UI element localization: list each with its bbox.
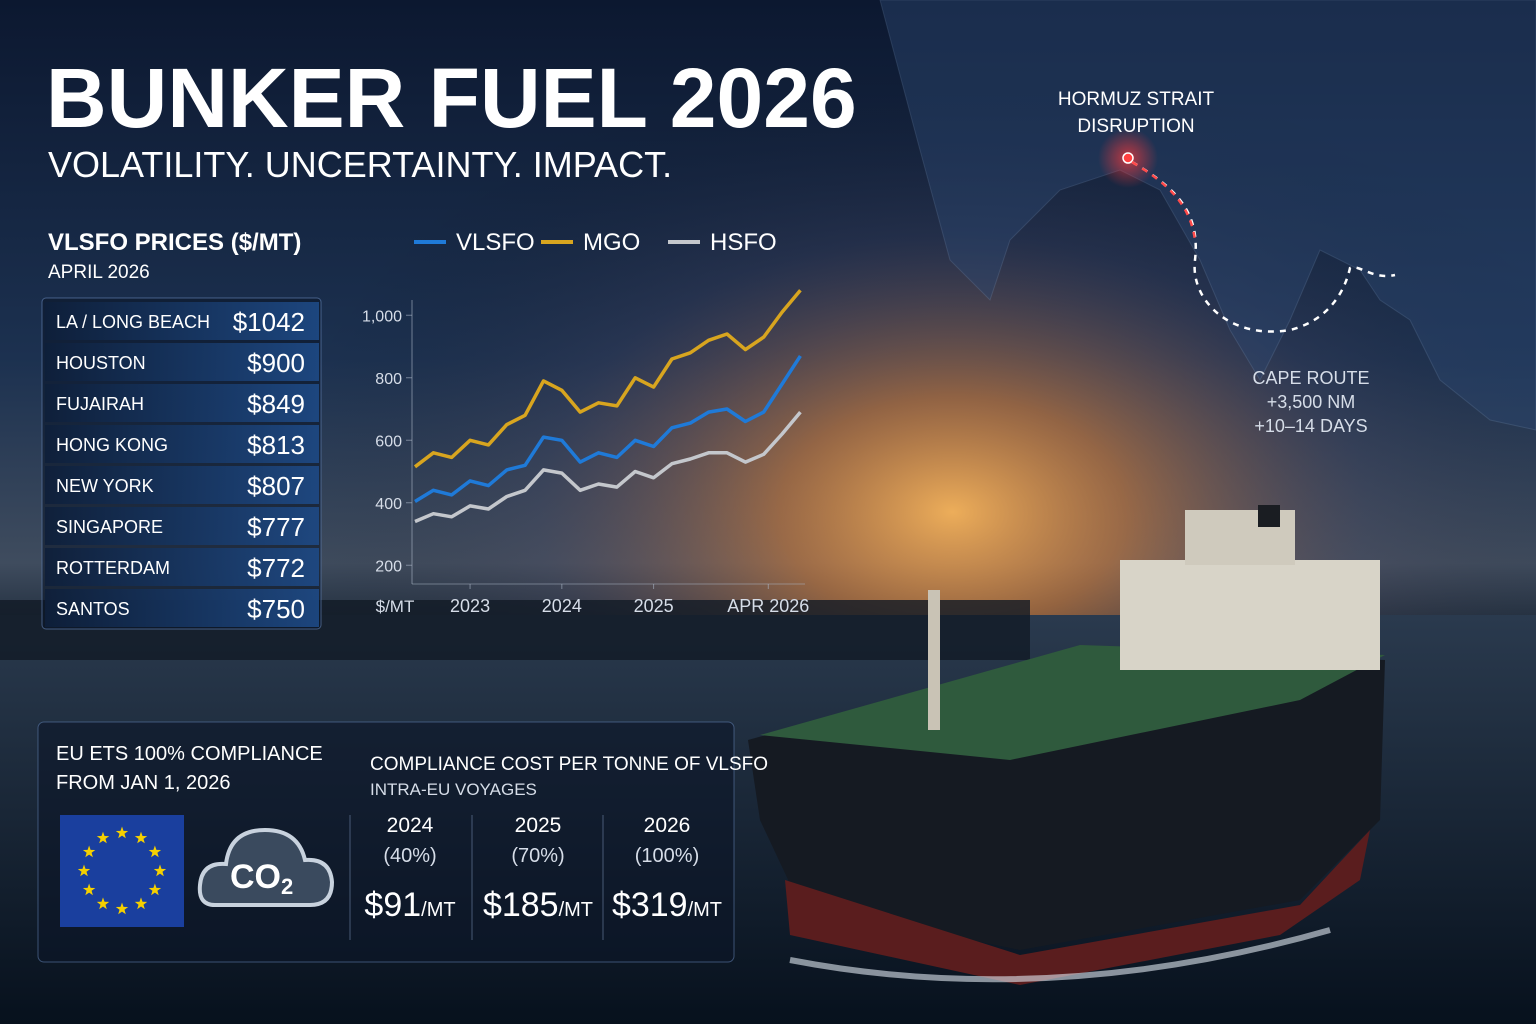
title: BUNKER FUEL 2026 xyxy=(46,51,857,145)
co2-icon: CO2 xyxy=(230,858,293,899)
cost-value: $319/MT xyxy=(612,886,722,924)
eu-star xyxy=(134,831,148,844)
port-name: ROTTERDAM xyxy=(56,558,170,578)
port-price: $1042 xyxy=(233,307,305,337)
cost-subtitle: INTRA-EU VOYAGES xyxy=(370,780,537,799)
eu-star xyxy=(115,902,129,915)
eu-star xyxy=(96,831,110,844)
cost-unit: /MT xyxy=(559,899,593,921)
price-row xyxy=(45,466,319,504)
y-tick-label: 400 xyxy=(375,496,402,513)
price-rows: LA / LONG BEACH $1042 HOUSTON $900 FUJAIRAH $… xyxy=(45,302,319,627)
price-row xyxy=(45,425,319,463)
cost-amount: $185 xyxy=(483,886,559,924)
cost-columns: 2024 (40%) $91/MT 2025 (70%) $185/MT 2026 (100%… xyxy=(349,814,722,940)
ets-title: EU ETS 100% COMPLIANCE xyxy=(56,743,323,765)
eu-star xyxy=(148,845,162,858)
eu-star xyxy=(115,826,129,839)
port-price: $807 xyxy=(247,471,305,501)
y-tick-label: 1,000 xyxy=(362,308,402,325)
cost-amount: $319 xyxy=(612,886,688,924)
cost-value: $91/MT xyxy=(364,886,455,924)
legend-label: MGO xyxy=(583,229,640,256)
price-row xyxy=(45,589,319,627)
cost-share: (100%) xyxy=(635,845,699,867)
port-price: $777 xyxy=(247,512,305,542)
price-row xyxy=(45,343,319,381)
eu-star xyxy=(134,897,148,910)
hormuz-label: DISRUPTION xyxy=(1077,116,1194,137)
cost-share: (40%) xyxy=(383,845,436,867)
cost-year: 2025 xyxy=(515,814,562,837)
port-name: FUJAIRAH xyxy=(56,394,144,414)
co2-cloud xyxy=(197,827,335,907)
price-row xyxy=(45,384,319,422)
axis-label: $/MT xyxy=(376,597,415,616)
port-name: SANTOS xyxy=(56,599,130,619)
x-tick-label: 2024 xyxy=(542,596,582,616)
co2-text: CO xyxy=(230,858,281,896)
port-price: $772 xyxy=(247,553,305,583)
port-name: HONG KONG xyxy=(56,435,168,455)
eu-star xyxy=(153,864,167,877)
cost-year: 2026 xyxy=(644,814,691,837)
eu-stars xyxy=(77,826,167,915)
eu-star xyxy=(96,897,110,910)
tanker xyxy=(748,505,1385,985)
map-land xyxy=(879,0,1536,431)
cape-route xyxy=(1131,160,1396,333)
port-name: NEW YORK xyxy=(56,476,154,496)
hormuz-marker xyxy=(1122,152,1134,164)
hormuz-label: HORMUZ STRAIT xyxy=(1058,89,1215,110)
cape-label: +3,500 NM xyxy=(1267,392,1356,412)
cost-unit: /MT xyxy=(421,899,455,921)
port-price: $813 xyxy=(247,430,305,460)
x-tick-label: 2025 xyxy=(634,596,674,616)
cape-label: CAPE ROUTE xyxy=(1252,368,1369,388)
price-chart: 200 400 600 800 1,000 2023 2024 2025 APR 2026 $/M… xyxy=(362,229,809,616)
price-row xyxy=(45,302,319,340)
y-tick-label: 800 xyxy=(375,371,402,388)
cost-share: (70%) xyxy=(511,845,564,867)
co2-sub: 2 xyxy=(281,874,293,899)
prices-title: VLSFO PRICES ($/MT) xyxy=(48,229,301,256)
cost-year: 2024 xyxy=(387,814,434,837)
price-row xyxy=(45,548,319,586)
price-row xyxy=(45,507,319,545)
eu-star xyxy=(82,845,96,858)
legend-label: HSFO xyxy=(710,229,777,256)
series-line xyxy=(414,410,802,524)
series-line xyxy=(413,289,802,469)
port-name: HOUSTON xyxy=(56,353,146,373)
prices-date: APRIL 2026 xyxy=(48,262,150,283)
eu-star xyxy=(82,883,96,896)
port-price: $849 xyxy=(247,389,305,419)
ets-title: FROM JAN 1, 2026 xyxy=(56,772,231,794)
subtitle: VOLATILITY. UNCERTAINTY. IMPACT. xyxy=(48,144,672,185)
x-tick-label: APR 2026 xyxy=(727,596,809,616)
cost-value: $185/MT xyxy=(483,886,593,924)
port-price: $900 xyxy=(247,348,305,378)
x-tick-label: 2023 xyxy=(450,596,490,616)
cape-label: +10–14 DAYS xyxy=(1254,416,1367,436)
series-line xyxy=(414,354,802,503)
port-price: $750 xyxy=(247,594,305,624)
legend-label: VLSFO xyxy=(456,229,535,256)
y-tick-label: 600 xyxy=(375,433,402,450)
cost-title: COMPLIANCE COST PER TONNE OF VLSFO xyxy=(370,754,768,775)
disrupted-route xyxy=(1131,160,1197,241)
y-tick-label: 200 xyxy=(375,558,402,575)
port-name: SINGAPORE xyxy=(56,517,163,537)
eu-star xyxy=(77,864,91,877)
port-name: LA / LONG BEACH xyxy=(56,312,210,332)
eu-star xyxy=(148,883,162,896)
cost-unit: /MT xyxy=(688,899,722,921)
cost-amount: $91 xyxy=(364,886,421,924)
